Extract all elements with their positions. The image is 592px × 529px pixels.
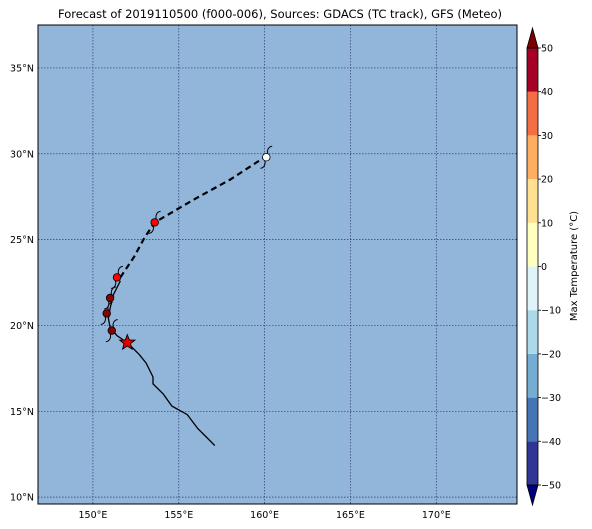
colorbar-tick-label: −10	[541, 306, 561, 317]
map-area: 150°E 155°E 160°E 165°E 170°E 10°N 15°N 20°N 25°…	[10, 24, 518, 521]
colorbar-level-8	[527, 91, 538, 136]
colorbar: 50 40 30 20 10 0 −10 −20 −30 −40 −50 Max Temperatur…	[526, 26, 580, 507]
colorbar-level-4	[527, 266, 538, 311]
ocean-background	[38, 25, 517, 504]
lat-tick-label: 20°N	[10, 321, 34, 332]
graticule	[38, 25, 517, 504]
colorbar-extend-low	[526, 484, 539, 507]
colorbar-level-1	[527, 397, 538, 442]
colorbar-tick-label: 0	[541, 262, 547, 273]
current-position-star-icon	[118, 333, 137, 351]
colorbar-tick-label: −20	[541, 349, 561, 360]
colorbar-tick-label: 10	[541, 218, 553, 229]
lon-tick-label: 160°E	[250, 510, 279, 521]
lon-tick-label: 150°E	[78, 510, 107, 521]
colorbar-tick-label: 50	[541, 44, 553, 55]
cyclone-icon	[148, 210, 161, 234]
colorbar-tick-label: −50	[541, 481, 561, 492]
colorbar-extend-high	[526, 26, 539, 49]
colorbar-tick-label: −40	[541, 437, 561, 448]
lat-tick-label: 30°N	[10, 149, 34, 160]
lat-tick-label: 15°N	[10, 407, 34, 418]
colorbar-level-5	[527, 222, 538, 267]
cyclone-icon	[260, 145, 273, 169]
lat-tick-label: 10°N	[10, 493, 34, 504]
colorbar-tick-label: −30	[541, 393, 561, 404]
colorbar-tick-label: 30	[541, 131, 553, 142]
map-frame	[37, 24, 518, 505]
cyclone-icon	[105, 319, 118, 343]
lat-tick-label: 35°N	[10, 63, 34, 74]
colorbar-level-6	[527, 179, 538, 223]
lon-tick-label: 155°E	[164, 510, 193, 521]
colorbar-tick-label: 40	[541, 87, 553, 98]
colorbar-level-2	[527, 353, 538, 398]
cyclone-icon	[104, 286, 117, 310]
map-title: Forecast of 2019110500 (f000-006), Sourc…	[58, 7, 502, 21]
colorbar-level-7	[527, 135, 538, 180]
lon-tick-label: 165°E	[336, 510, 365, 521]
colorbar-level-3	[527, 310, 538, 354]
lon-tick-label: 170°E	[422, 510, 451, 521]
colorbar-title: Max Temperature (°C)	[569, 211, 580, 321]
cyclone-icon	[111, 265, 123, 289]
lat-tick-label: 25°N	[10, 235, 34, 246]
colorbar-level-9	[527, 48, 538, 92]
colorbar-level-0	[527, 441, 538, 485]
colorbar-tick-label: 20	[541, 175, 553, 186]
